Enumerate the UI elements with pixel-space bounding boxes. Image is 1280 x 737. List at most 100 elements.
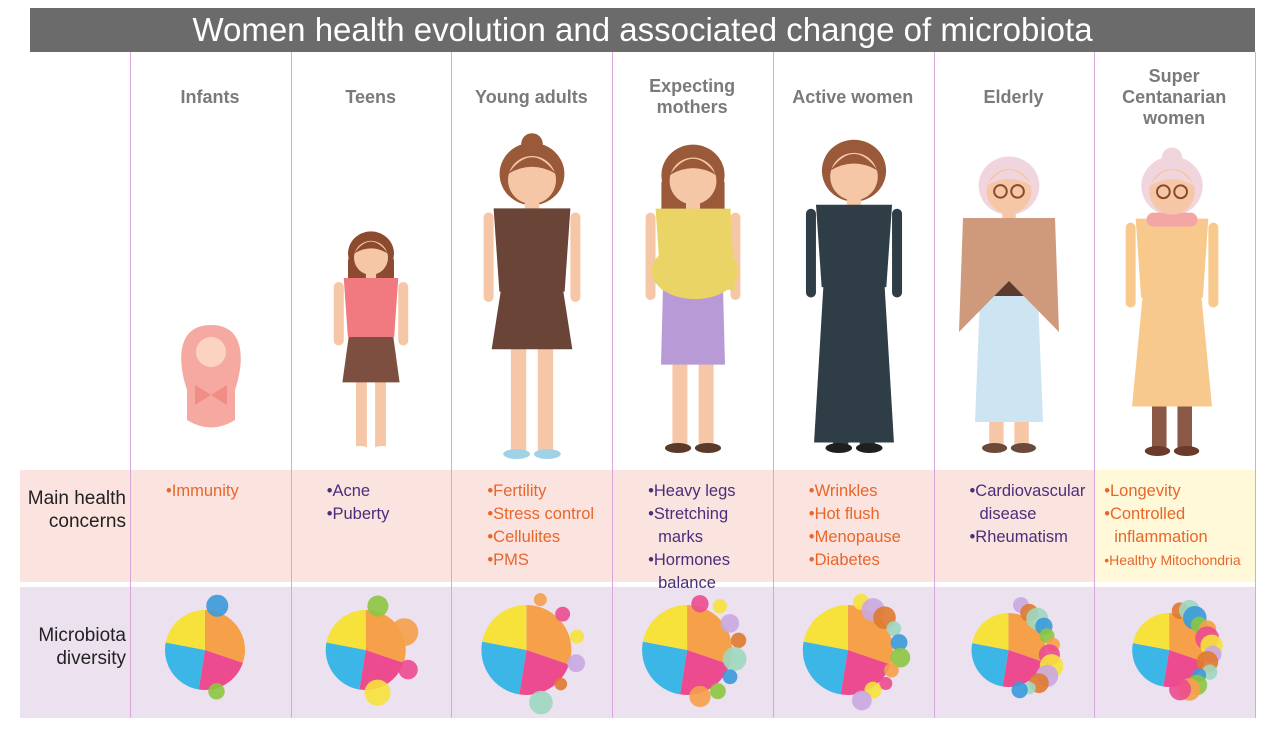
arm — [1208, 222, 1219, 308]
bubble — [390, 618, 419, 647]
bubble — [691, 595, 709, 613]
fringe — [830, 154, 878, 171]
concern: Fertility — [487, 480, 615, 503]
bubble — [529, 690, 553, 715]
hair — [1161, 147, 1183, 168]
concern: Menopause — [809, 526, 937, 549]
bubble — [879, 676, 893, 690]
arm — [483, 212, 494, 302]
column-header: Teens — [345, 86, 397, 107]
pie-slice — [198, 650, 243, 690]
concern-list: Immunity — [166, 480, 294, 503]
torso — [343, 277, 399, 337]
concern-list: WrinklesHot flushMenopauseDiabetes — [809, 480, 937, 572]
glasses — [993, 184, 1008, 199]
shoe — [855, 443, 883, 453]
concern: PMS — [487, 549, 615, 572]
pie-slice — [1002, 650, 1044, 687]
concern: Stretching marks — [648, 503, 776, 549]
bubble — [851, 690, 872, 711]
concern: Stress control — [487, 503, 615, 526]
bubble — [367, 595, 389, 617]
lower-garment — [342, 332, 400, 383]
pie-slice — [840, 650, 891, 695]
column-header: Young adults — [475, 86, 588, 107]
row-label: Microbiota diversity — [38, 625, 126, 669]
lower-garment — [491, 287, 573, 350]
pie-slice — [680, 650, 730, 696]
concern: Cellulites — [487, 526, 615, 549]
shoe — [503, 449, 531, 459]
concern-list: FertilityStress controlCellulitesPMS — [487, 480, 615, 572]
arm — [333, 281, 344, 346]
shawl — [959, 218, 1059, 332]
pie-slice — [1163, 650, 1205, 687]
concern-list: Heavy legsStretching marksHormones balan… — [648, 480, 776, 595]
concern: Hormones balance — [648, 549, 776, 595]
shoe — [372, 446, 392, 456]
bubble — [208, 683, 225, 700]
pie-slice — [482, 605, 527, 650]
baby-face — [196, 337, 226, 367]
arm — [805, 208, 816, 298]
bubble — [570, 629, 584, 644]
concern: Rheumatism — [970, 526, 1098, 549]
concern-list: AcnePuberty — [327, 480, 455, 526]
glasses — [1156, 184, 1171, 200]
column-divider — [130, 52, 131, 718]
column-header: Expecting mothers — [649, 76, 736, 117]
arm — [892, 208, 903, 298]
arm — [645, 212, 656, 300]
pie-slice — [1169, 613, 1207, 662]
column-divider — [290, 52, 292, 718]
concern-list: Cardiovascular diseaseRheumatism — [970, 480, 1098, 549]
bubble — [533, 593, 547, 607]
column-header: Active women — [792, 86, 914, 107]
column-divider — [772, 52, 774, 718]
pie-slice — [642, 641, 688, 695]
fringe — [1149, 170, 1195, 187]
concern: Acne — [327, 480, 455, 503]
pie-slice — [359, 650, 404, 690]
belly — [651, 242, 739, 300]
bubble — [555, 606, 571, 622]
pie-slice — [803, 605, 848, 650]
pie-slice — [802, 641, 848, 695]
bubble — [730, 632, 747, 649]
shoe — [825, 443, 853, 453]
bubble — [722, 669, 738, 685]
bubble — [720, 614, 740, 633]
bubble — [722, 647, 747, 671]
column-divider — [933, 52, 935, 718]
leg — [375, 336, 386, 449]
shoe — [350, 446, 370, 456]
pie-slice — [642, 605, 688, 650]
glasses — [1173, 184, 1188, 200]
shoe — [982, 443, 1008, 453]
concern: Wrinkles — [809, 480, 937, 503]
column-header: Elderly — [983, 86, 1044, 107]
column-divider — [451, 52, 453, 718]
column-header: Infants — [180, 86, 240, 107]
title: Women health evolution and associated ch… — [30, 8, 1255, 52]
bubble — [709, 683, 726, 700]
fringe — [669, 158, 717, 176]
fringe — [353, 241, 389, 254]
pie-slice — [847, 605, 893, 665]
bubble — [364, 679, 391, 706]
bubble — [886, 621, 902, 637]
concern: Diabetes — [809, 549, 937, 572]
hair — [521, 133, 543, 155]
shoe — [1144, 446, 1171, 456]
pie-slice — [687, 605, 733, 665]
concern-list: LongevityControlled inflammationHealthy … — [1104, 480, 1252, 572]
bubble — [712, 599, 727, 614]
pie-slice — [1008, 613, 1046, 662]
pie-slice — [325, 642, 366, 690]
concern: Controlled inflammation — [1104, 503, 1252, 549]
shoe — [1173, 446, 1200, 456]
pie-slice — [519, 650, 569, 695]
column-divider — [612, 52, 614, 718]
